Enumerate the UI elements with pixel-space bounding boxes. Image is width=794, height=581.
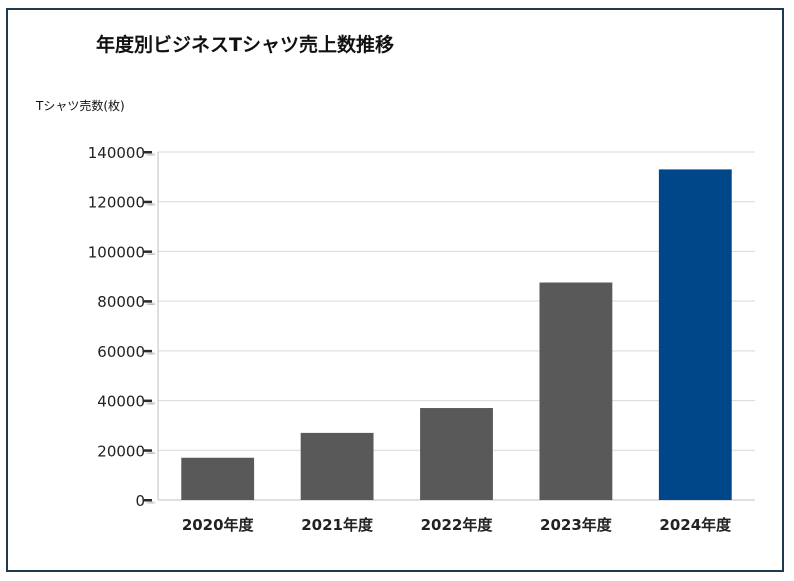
y-tick-mark-60000: [144, 349, 152, 353]
chart-title: 年度別ビジネスTシャツ売上数推移: [96, 34, 394, 56]
y-tick-label-140000: 140000: [88, 144, 145, 162]
y-tick-mark-0: [144, 499, 152, 502]
y-tick-mark-40000: [144, 399, 152, 403]
y-tick-mark-140000: [144, 151, 152, 154]
bar-2020年度: [181, 457, 255, 500]
chart-frame: [6, 8, 784, 572]
bar-2024年度: [658, 169, 732, 500]
bar-2021年度: [300, 432, 374, 500]
gridlines: [158, 151, 755, 451]
x-tick-label-2023年度: 2023年度: [540, 516, 613, 534]
y-tick-mark-120000: [144, 200, 152, 204]
y-axis-label: Tシャツ売数(枚): [36, 99, 125, 113]
y-tick-mark-80000: [144, 300, 152, 303]
y-tick-mark-100000: [144, 250, 152, 253]
bars: [181, 169, 732, 500]
x-tick-label-2020年度: 2020年度: [182, 516, 255, 534]
y-tick-label-40000: 40000: [97, 393, 145, 411]
x-axis-labels: 2020年度 2021年度 2022年度 2023年度 2024年度: [182, 516, 732, 534]
y-tick-label-60000: 60000: [97, 343, 145, 361]
y-tick-label-20000: 20000: [97, 442, 145, 460]
x-tick-label-2021年度: 2021年度: [301, 516, 374, 534]
y-axis: 0 20000 40000 60000 80000 100000 120000 140000: [88, 144, 755, 510]
y-tick-mark-20000: [144, 449, 152, 452]
y-tick-label-100000: 100000: [88, 243, 145, 261]
x-tick-label-2022年度: 2022年度: [421, 516, 494, 534]
y-tick-label-0: 0: [135, 492, 145, 510]
x-tick-label-2024年度: 2024年度: [659, 516, 732, 534]
y-tick-label-80000: 80000: [97, 293, 145, 311]
bar-2022年度: [420, 408, 493, 500]
bar-2023年度: [539, 282, 613, 500]
y-tick-label-120000: 120000: [88, 194, 145, 212]
